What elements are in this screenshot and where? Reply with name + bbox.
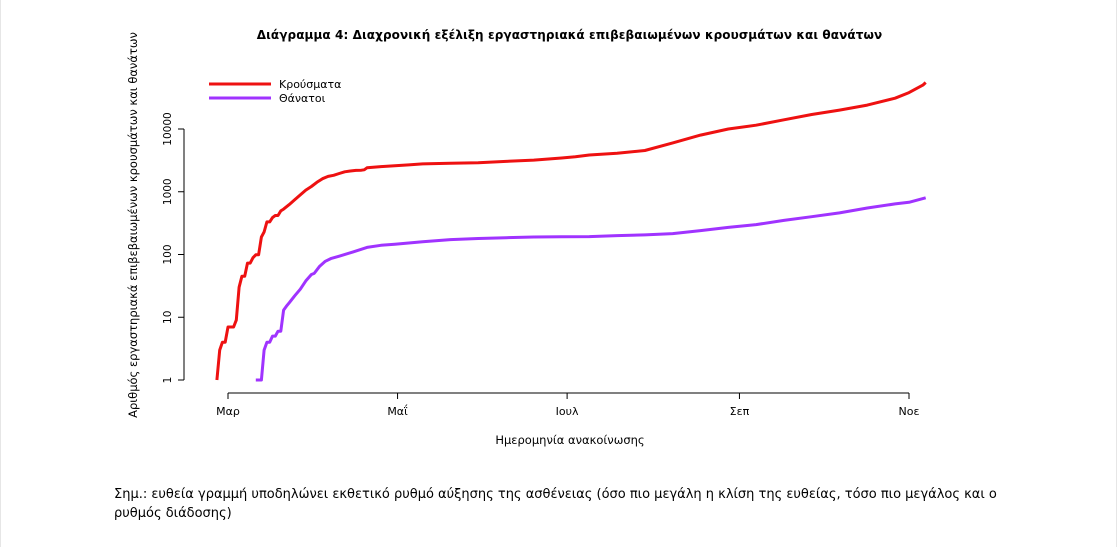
axes: 1 10 100 1000 10000 Μαρ Μαΐ Ιουλ Σεπ Νοε bbox=[162, 112, 920, 418]
legend-label: Θάνατοι bbox=[279, 92, 326, 105]
x-tick-label: Ιουλ bbox=[556, 405, 579, 418]
legend-label: Κρούσματα bbox=[279, 78, 341, 91]
chart-title: Διάγραμμα 4: Διαχρονική εξέλιξη εργαστηρ… bbox=[256, 28, 883, 42]
x-axis-label: Ημερομηνία ανακοίνωσης bbox=[495, 433, 644, 447]
footnote: Σημ.: ευθεία γραμμή υποδηλώνει εκθετικό … bbox=[114, 487, 997, 521]
y-tick-label: 100 bbox=[162, 244, 174, 264]
series-layer bbox=[215, 81, 927, 382]
y-tick-label: 1000 bbox=[162, 178, 174, 205]
chart: 1 10 100 1000 10000 Μαρ Μαΐ Ιουλ Σεπ Νοε Κρούσματ… bbox=[126, 32, 927, 447]
series-line-cases bbox=[215, 81, 927, 381]
y-axis-label: Αριθμός εργαστηριακά επιβεβαιωμένων κρου… bbox=[126, 32, 140, 418]
y-tick-label: 10 bbox=[162, 311, 174, 324]
y-tick-label: 1 bbox=[162, 377, 174, 384]
series-line-deaths bbox=[255, 196, 927, 382]
x-tick-label: Μαΐ bbox=[387, 404, 408, 418]
x-tick-label: Μαρ bbox=[216, 405, 240, 418]
y-tick-label: 10000 bbox=[162, 112, 174, 145]
x-tick-label: Σεπ bbox=[730, 405, 750, 418]
x-tick-label: Νοε bbox=[899, 405, 920, 418]
